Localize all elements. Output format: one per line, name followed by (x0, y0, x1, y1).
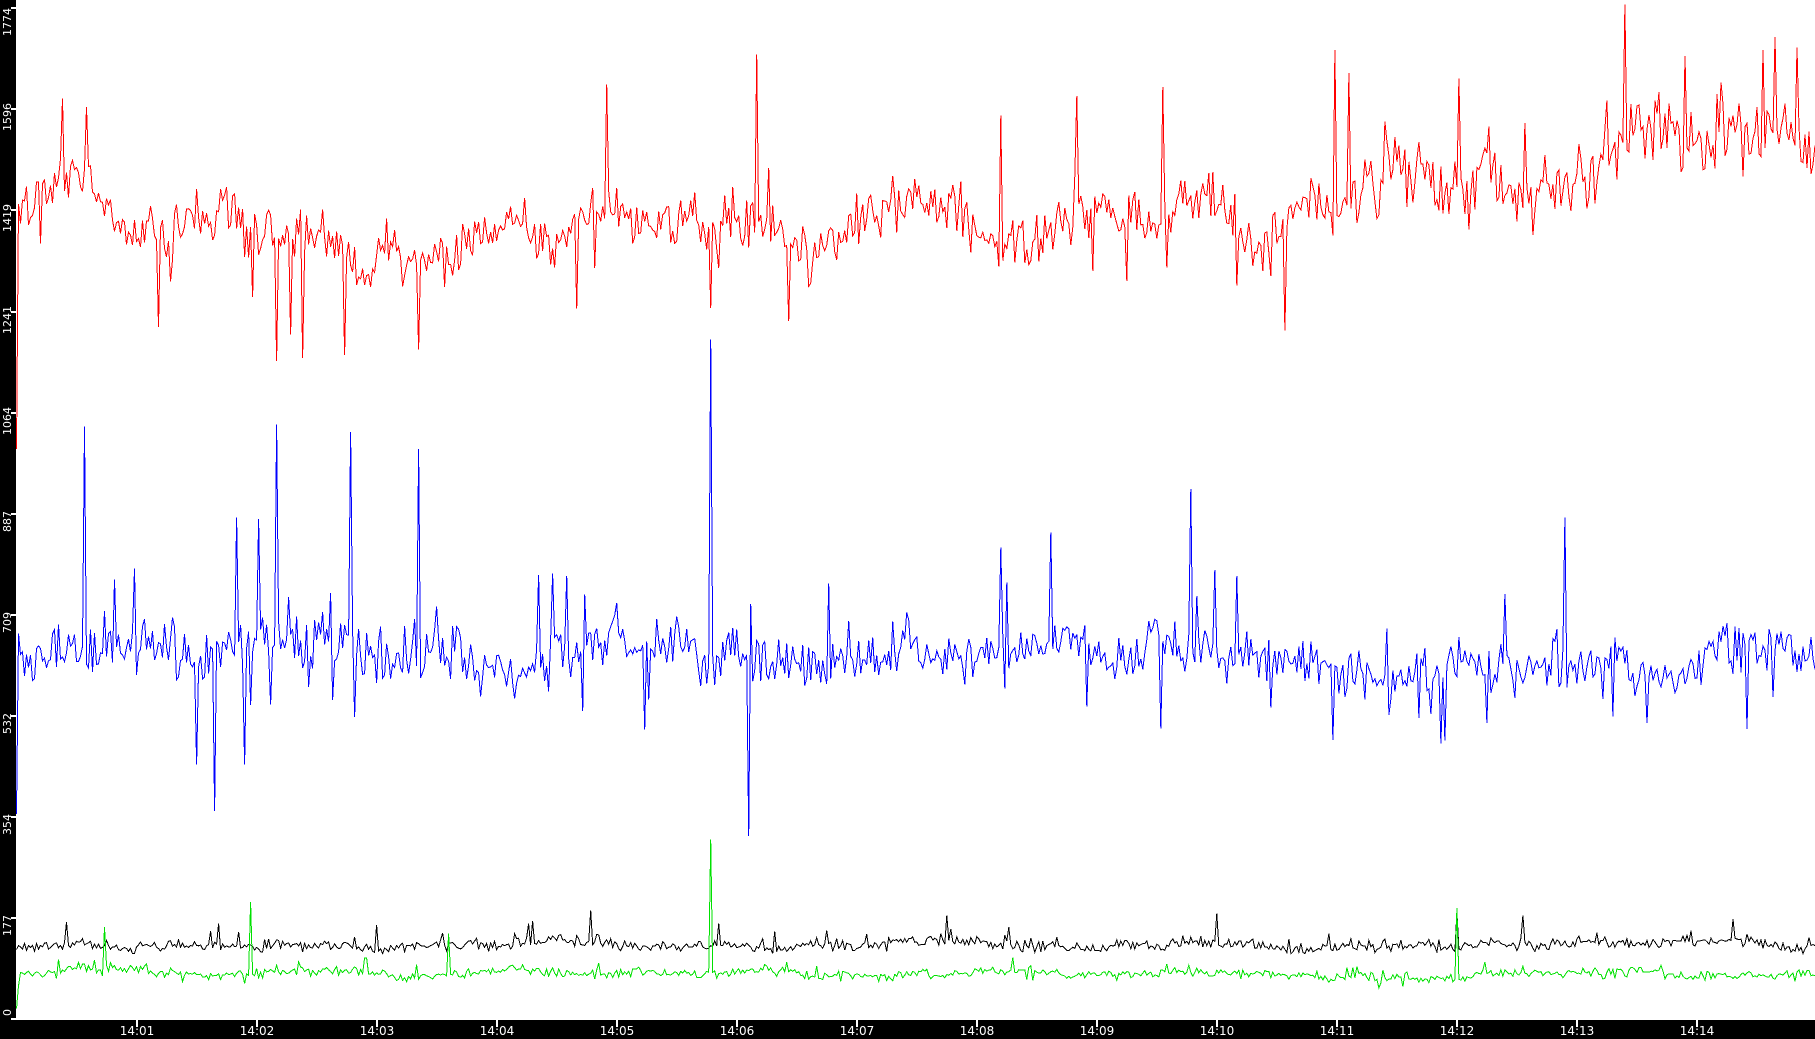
y-tick-label: 354 (1, 814, 14, 836)
x-tick (616, 1020, 618, 1027)
x-tick (256, 1020, 258, 1027)
x-tick-label: 14:13 (1559, 1024, 1595, 1038)
x-tick-label: 14:06 (719, 1024, 755, 1038)
x-tick-label: 14:14 (1679, 1024, 1715, 1038)
y-tick-label: 1241 (1, 306, 14, 334)
y-tick-label: 1064 (1, 407, 14, 435)
black-series-line (16, 910, 1815, 956)
x-axis-strip: 14:01 14:02 14:03 14:04 14:05 14:06 14:07 14:08… (0, 1020, 1815, 1039)
y-axis-strip: 1774 1596 1419 1241 1064 887 709 532 354 177 0 (0, 0, 16, 1039)
x-tick-label: 14:03 (359, 1024, 395, 1038)
x-tick-label: 14:07 (839, 1024, 875, 1038)
green-series-line (16, 839, 1815, 1009)
x-tick-label: 14:12 (1439, 1024, 1475, 1038)
y-tick (11, 209, 16, 211)
x-tick-label: 14:05 (599, 1024, 635, 1038)
x-tick-label: 14:02 (239, 1024, 275, 1038)
y-tick (11, 311, 16, 313)
y-tick (11, 614, 16, 616)
x-tick (376, 1020, 378, 1027)
x-tick (1576, 1020, 1578, 1027)
blue-series-line (16, 339, 1815, 837)
y-tick-label: 709 (1, 612, 14, 634)
x-tick (736, 1020, 738, 1027)
y-tick (11, 108, 16, 110)
x-tick-label: 14:08 (959, 1024, 995, 1038)
x-tick (976, 1020, 978, 1027)
x-tick-label: 14:01 (119, 1024, 155, 1038)
x-tick (1216, 1020, 1218, 1027)
y-tick (11, 715, 16, 717)
x-tick (1336, 1020, 1338, 1027)
x-tick (1696, 1020, 1698, 1027)
y-tick-label: 1419 (1, 204, 14, 232)
y-tick-label: 1596 (1, 103, 14, 131)
y-tick (11, 1018, 16, 1020)
y-tick (11, 816, 16, 818)
y-tick (11, 7, 16, 9)
y-tick-label: 177 (1, 915, 14, 937)
x-tick-label: 14:11 (1319, 1024, 1355, 1038)
red-series-line (16, 4, 1815, 450)
x-tick (496, 1020, 498, 1027)
y-tick (11, 917, 16, 919)
x-tick-label: 14:10 (1199, 1024, 1235, 1038)
x-tick-label: 14:04 (479, 1024, 515, 1038)
x-tick (1096, 1020, 1098, 1027)
y-tick-label: 532 (1, 713, 14, 735)
y-tick (11, 513, 16, 515)
x-tick (856, 1020, 858, 1027)
x-tick (1456, 1020, 1458, 1027)
y-tick-label: 1774 (1, 8, 14, 36)
y-tick (11, 412, 16, 414)
x-tick (136, 1020, 138, 1027)
x-tick-label: 14:09 (1079, 1024, 1115, 1038)
y-tick-label: 887 (1, 511, 14, 533)
